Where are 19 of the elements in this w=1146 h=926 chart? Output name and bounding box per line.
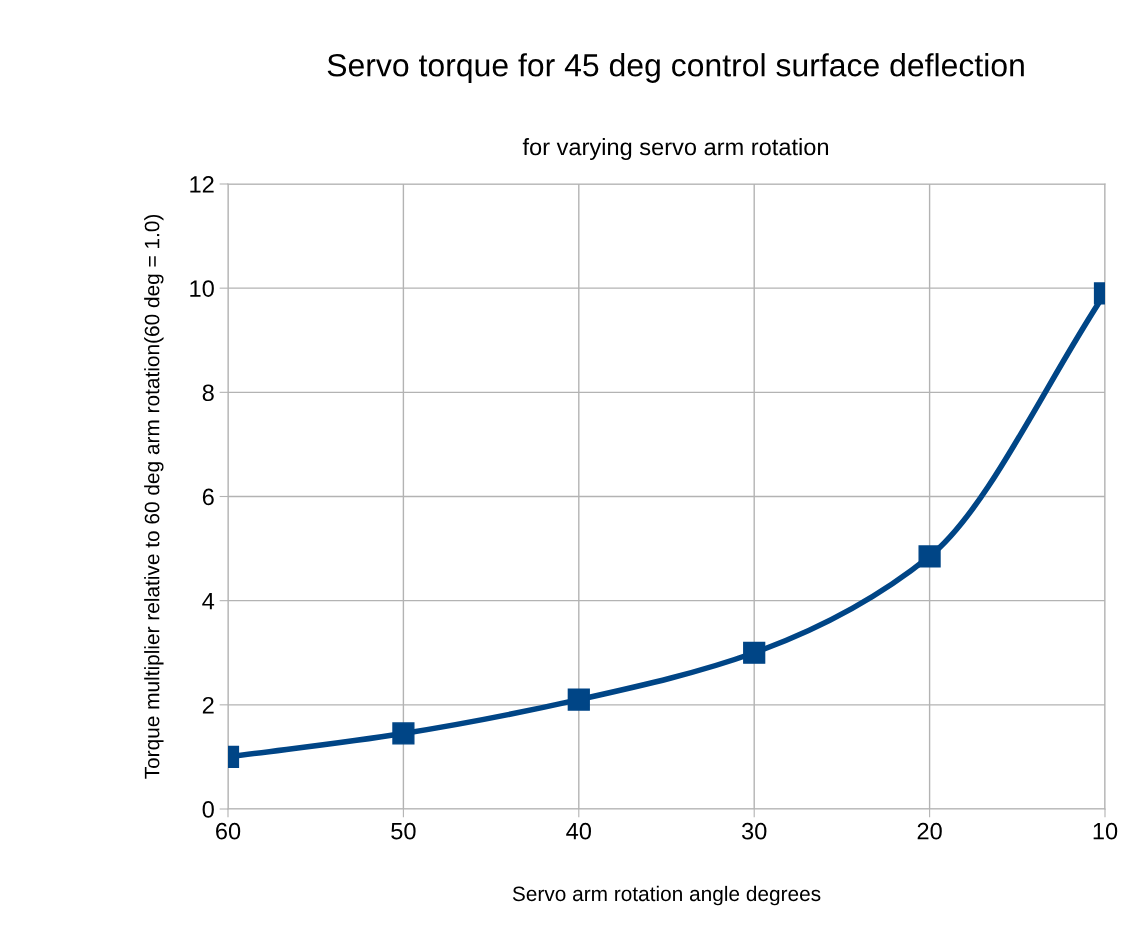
point bbox=[567, 688, 590, 711]
y-tick-label: 2 bbox=[202, 696, 214, 714]
x-axis-title: Servo arm rotation angle degrees bbox=[512, 885, 821, 906]
y-axis-title: Torque multiplier relative to 60 deg arm rotation(60 deg = 1.0) bbox=[144, 214, 164, 779]
point bbox=[743, 641, 766, 664]
x-tick-label: 60 bbox=[216, 822, 241, 840]
x-tick-label: 40 bbox=[566, 822, 592, 840]
chart-subtitle: for varying servo arm rotation bbox=[522, 138, 829, 161]
y-tick-label: 12 bbox=[190, 176, 214, 193]
y-tick-label: 6 bbox=[202, 488, 214, 506]
x-tick-label: 50 bbox=[391, 822, 416, 840]
y-tick-label: 0 bbox=[202, 801, 214, 818]
x-tick-label: 10 bbox=[1093, 822, 1118, 840]
x-tick-label: 20 bbox=[917, 822, 942, 840]
y-tick-label: 8 bbox=[202, 384, 214, 402]
y-tick-label: 4 bbox=[202, 592, 215, 610]
chart-title: Servo torque for 45 deg control surface deflection bbox=[327, 53, 1024, 83]
y-tick-label: 10 bbox=[190, 280, 214, 297]
x-tick-label: 30 bbox=[741, 822, 767, 840]
